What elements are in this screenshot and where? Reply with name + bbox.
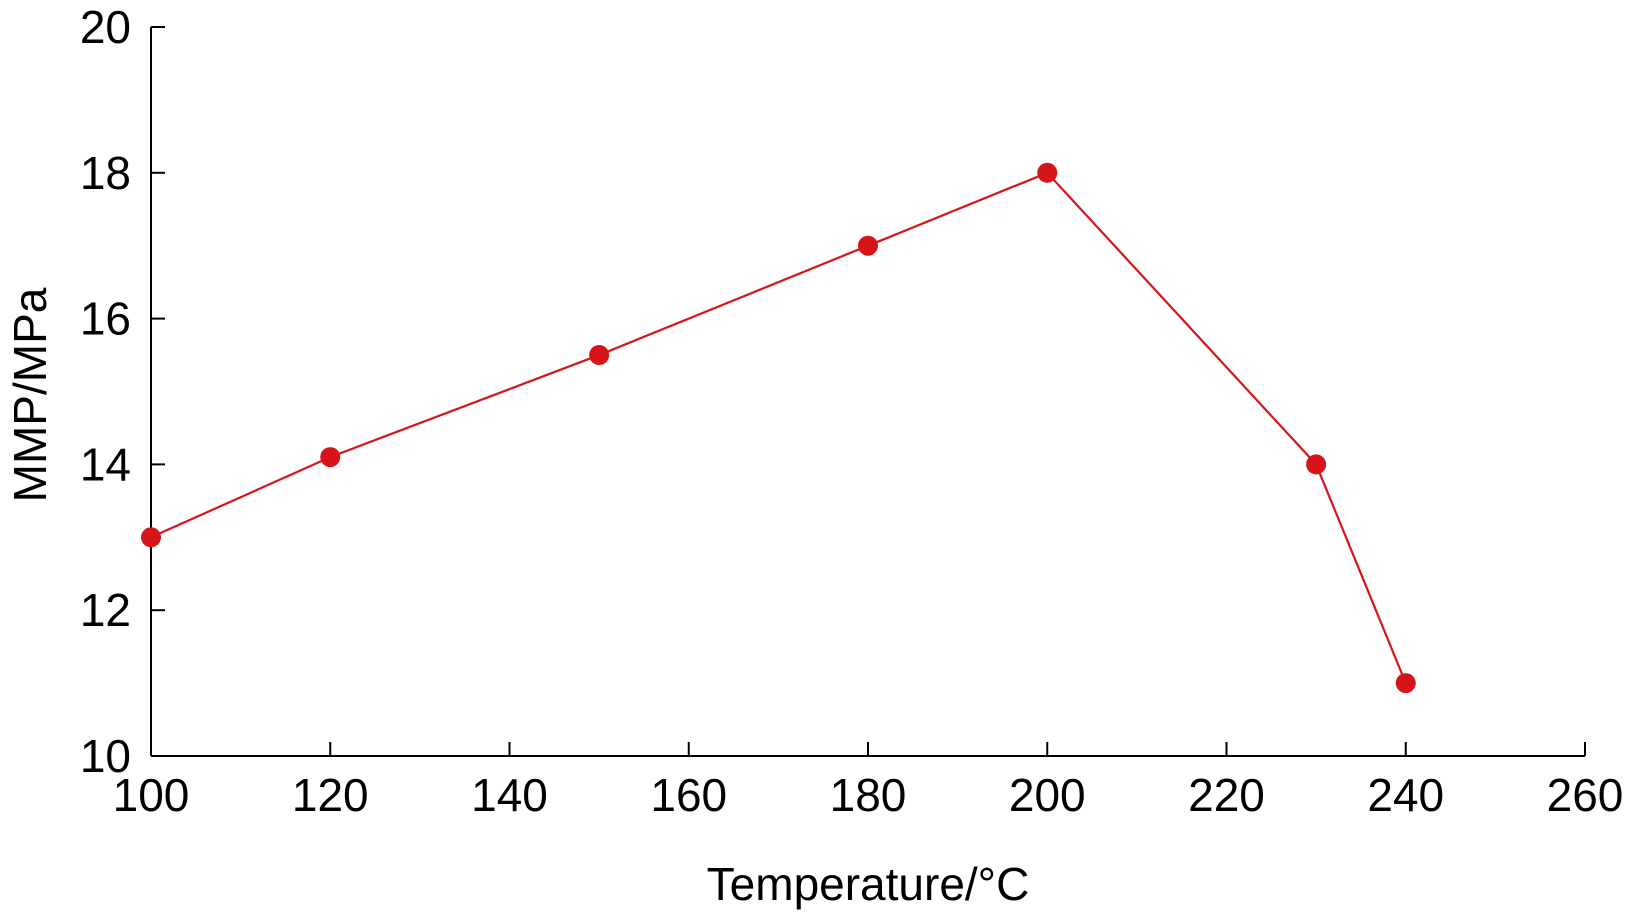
y-axis-title: MMP/MPa: [4, 287, 56, 502]
x-tick-label-260: 260: [1547, 769, 1624, 821]
x-tick-label-240: 240: [1367, 769, 1444, 821]
y-tick-label-16: 16: [80, 293, 131, 345]
data-point-0-1: [320, 447, 341, 468]
y-tick-label-20: 20: [80, 1, 131, 53]
x-tick-label-120: 120: [292, 769, 369, 821]
x-tick-label-140: 140: [471, 769, 548, 821]
x-axis-title: Temperature/°C: [707, 858, 1030, 910]
data-point-0-0: [141, 527, 161, 548]
x-tick-label-160: 160: [650, 769, 727, 821]
x-ticks: 100 120 140 160 180 200 220 240 260: [113, 742, 1624, 821]
y-tick-label-10: 10: [80, 730, 131, 782]
series-layer: [141, 162, 1416, 694]
plot-area: 10 12 14 16 18 20 100 120 140 160 180 200 220 240 260: [80, 1, 1624, 821]
series-line-0: [150, 171, 1407, 684]
data-point-0-2: [589, 345, 610, 366]
x-tick-label-200: 200: [1009, 769, 1086, 821]
data-point-0-4: [1037, 162, 1058, 183]
data-point-0-3: [858, 235, 878, 256]
y-tick-label-14: 14: [80, 438, 131, 490]
y-tick-label-12: 12: [80, 584, 131, 636]
y-ticks: 10 12 14 16 18 20: [80, 1, 165, 782]
data-point-0-6: [1395, 673, 1416, 694]
y-tick-label-18: 18: [80, 147, 131, 199]
x-tick-label-100: 100: [113, 769, 190, 821]
data-point-0-5: [1306, 454, 1327, 475]
x-tick-label-220: 220: [1188, 769, 1265, 821]
x-tick-label-180: 180: [830, 769, 907, 821]
